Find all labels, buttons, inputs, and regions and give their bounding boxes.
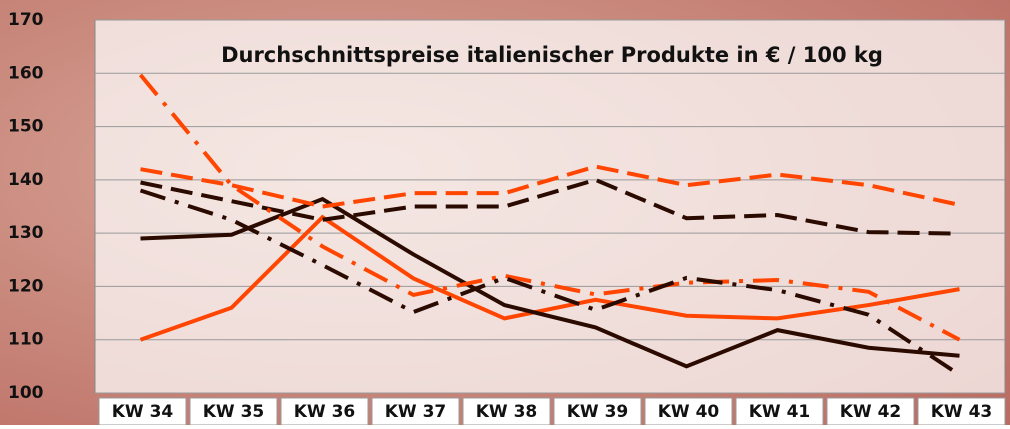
x-tick-label: KW 36	[294, 402, 356, 422]
x-tick-label: KW 43	[931, 402, 993, 422]
category-box	[735, 397, 824, 426]
y-tick-label: 150	[8, 117, 44, 137]
category-box	[917, 397, 1006, 426]
category-box	[644, 397, 733, 426]
category-box	[189, 397, 278, 426]
category-box	[553, 397, 642, 426]
x-tick-label: KW 39	[567, 402, 629, 422]
x-tick-label: KW 40	[658, 402, 720, 422]
x-tick-label: KW 38	[476, 402, 538, 422]
x-tick-label: KW 41	[749, 402, 811, 422]
chart-title: Durchschnittspreise italienischer Produk…	[221, 43, 883, 67]
y-tick-label: 140	[8, 170, 44, 190]
category-box	[826, 397, 915, 426]
plot-area	[94, 19, 1006, 394]
x-tick-label: KW 42	[840, 402, 902, 422]
y-tick-label: 110	[8, 330, 44, 350]
series-line	[139, 214, 960, 342]
x-tick-label: KW 34	[112, 402, 174, 422]
series-line	[140, 196, 960, 369]
y-tick-label: 100	[8, 383, 44, 403]
category-box	[280, 397, 369, 426]
x-tick-label: KW 37	[385, 402, 447, 422]
category-box	[462, 397, 551, 426]
series-line	[140, 164, 960, 209]
category-box	[98, 397, 187, 426]
y-tick-label: 130	[8, 223, 44, 243]
y-tick-label: 160	[8, 63, 44, 83]
series-line	[140, 177, 960, 236]
y-tick-label: 170	[8, 10, 44, 30]
x-tick-label: KW 35	[203, 402, 265, 422]
series-line	[138, 73, 961, 342]
y-tick-label: 120	[8, 276, 44, 296]
category-box	[371, 397, 460, 426]
